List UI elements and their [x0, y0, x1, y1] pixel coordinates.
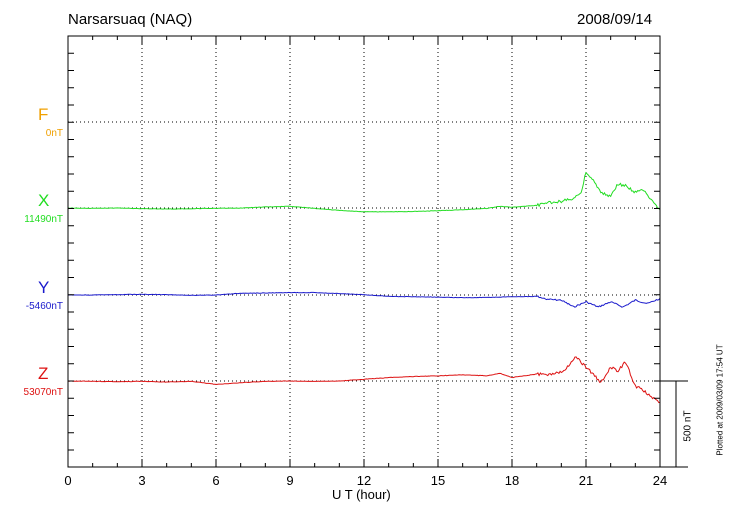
series-name-label-x: X [38, 191, 50, 210]
series-lines [67, 171, 661, 404]
series-name-label-f: F [38, 105, 49, 124]
x-tick-label: 15 [431, 473, 445, 488]
plotted-note: Plotted at 2009/03/09 17:54 UT [715, 344, 725, 456]
x-tick-label: 12 [357, 473, 371, 488]
series-line-x [67, 171, 661, 213]
x-tick-label: 9 [286, 473, 293, 488]
station-title: Narsarsuaq (NAQ) [68, 11, 193, 28]
scale-bar-label: 500 nT [682, 410, 694, 442]
series-baseline-label-f: 0nT [45, 128, 63, 139]
date-label: 2008/09/14 [577, 11, 653, 28]
series-baseline-label-x: 11490nT [24, 214, 63, 225]
series-line-y [67, 291, 661, 308]
series-name-label-y: Y [38, 278, 50, 297]
series-baseline-label-y: -5460nT [25, 301, 63, 312]
x-tick-label: 6 [212, 473, 219, 488]
series-baseline-label-z: 53070nT [23, 387, 63, 398]
series-line-z [67, 356, 661, 404]
x-tick-label: 21 [579, 473, 593, 488]
x-tick-label: 3 [138, 473, 145, 488]
series-name-label-z: Z [38, 364, 49, 383]
x-axis-title: U T (hour) [332, 487, 391, 502]
x-tick-label: 0 [64, 473, 71, 488]
grid-lines [68, 36, 660, 467]
x-tick-label: 24 [653, 473, 667, 488]
axes: 0 3 6 9 12 15 18 21 24 [64, 35, 667, 488]
scale-bar [660, 380, 688, 468]
x-tick-label: 18 [505, 473, 519, 488]
